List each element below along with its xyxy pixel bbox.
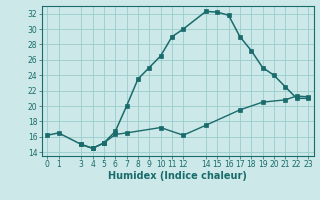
- X-axis label: Humidex (Indice chaleur): Humidex (Indice chaleur): [108, 171, 247, 181]
